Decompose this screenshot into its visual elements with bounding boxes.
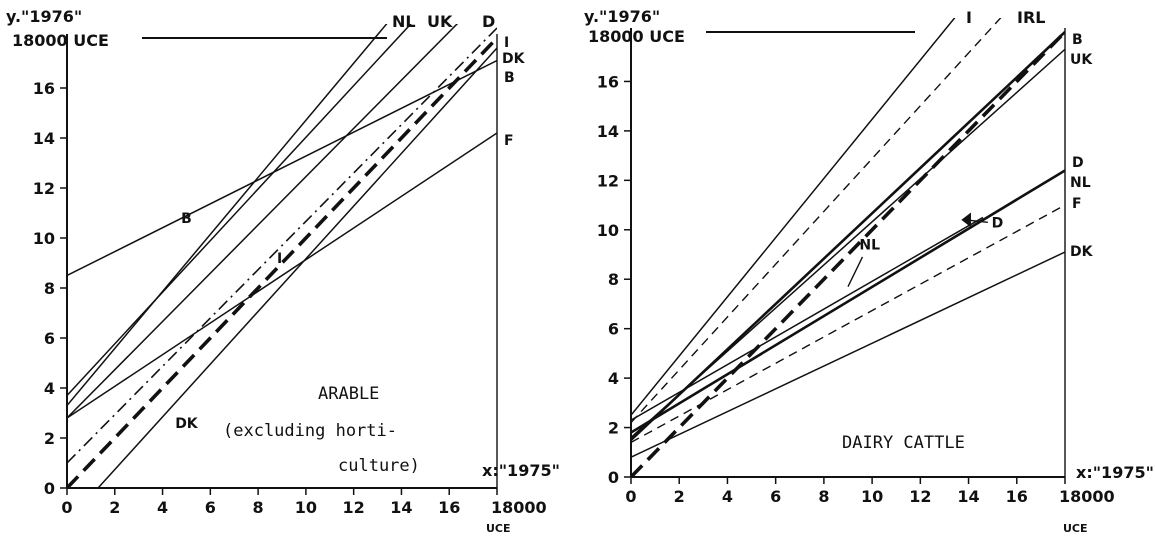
arable-series-line-dk <box>97 47 497 488</box>
dairy-x-axis-title: x:"1975" <box>1076 463 1154 482</box>
dairy-y-tick-label: 12 <box>597 171 619 190</box>
arable-x-tick-label: 2 <box>109 498 120 517</box>
dairy-x-tick-label: 14 <box>957 487 979 506</box>
arable-series-line-d <box>67 24 459 419</box>
arable-inline-label-b: B <box>181 211 192 227</box>
dairy-series-line-f <box>631 204 1065 444</box>
dairy-y-tick-label: 2 <box>608 419 619 438</box>
dairy-series-line-dk <box>631 251 1065 458</box>
dairy-right-label-nl: NL <box>1070 175 1091 191</box>
arable-series-line-f <box>67 132 497 419</box>
dairy-x-tick-label: 10 <box>861 487 883 506</box>
arable-x-tick-label: 6 <box>205 498 216 517</box>
arable-right-label-b: B <box>504 70 515 86</box>
dairy-y-tick-label: 14 <box>597 122 619 141</box>
dairy-top-label-i: I <box>966 8 972 27</box>
arable-inline-label-dk: DK <box>175 416 199 432</box>
arable-y-tick-label: 2 <box>44 429 55 448</box>
dairy-top-label-irl: IRL <box>1017 8 1045 27</box>
arable-y-axis-title: y."1976" <box>6 7 82 26</box>
arable-x-tick-label: 18000 <box>491 498 547 517</box>
arable-y-tick-label: 0 <box>44 479 55 498</box>
arable-series-line-nl <box>67 24 388 406</box>
dairy-series-line-irl <box>631 18 1002 424</box>
dairy-x-tick-label: 18000 <box>1059 487 1115 506</box>
arable-y-tick-label: 8 <box>44 279 55 298</box>
dairy-inline-label-nl: NL <box>859 238 880 254</box>
dairy-right-label-dk: DK <box>1070 244 1094 260</box>
dairy-nl-leader <box>847 256 864 287</box>
arable-y-tick-label: 6 <box>44 329 55 348</box>
arable-y-tick-label: 14 <box>33 129 55 148</box>
arable-x-tick-label: 4 <box>157 498 168 517</box>
arable-series-line-uk <box>67 24 412 397</box>
arable-top-label-nl: NL <box>392 12 416 31</box>
arable-y-top-label: 18000 UCE <box>12 31 109 50</box>
arable-series-line-reference <box>67 36 497 488</box>
arable-x-tick-label: 8 <box>253 498 264 517</box>
dairy-series-line-uk <box>631 48 1065 439</box>
dairy-x-tick-label: 2 <box>674 487 685 506</box>
arable-caption-line-1: ARABLE <box>318 384 379 404</box>
dairy-x-tick-label: 8 <box>818 487 829 506</box>
dairy-x-unit: UCE <box>1063 522 1088 535</box>
dairy-d-leader-arrow <box>961 212 971 228</box>
dairy-x-tick-label: 12 <box>909 487 931 506</box>
arable-y-tick-label: 12 <box>33 179 55 198</box>
arable-top-label-d: D <box>482 12 495 31</box>
dairy-caption: DAIRY CATTLE <box>842 433 965 453</box>
dairy-x-tick-label: 4 <box>722 487 733 506</box>
dairy-right-label-f: F <box>1072 196 1082 212</box>
arable-x-axis-title: x:"1975" <box>482 461 560 480</box>
arable-x-tick-label: 16 <box>438 498 460 517</box>
dairy-y-tick-label: 10 <box>597 221 619 240</box>
dairy-y-tick-label: 6 <box>608 320 619 339</box>
dairy-right-label-uk: UK <box>1070 52 1093 68</box>
dairy-cattle-chart: 0 2 4 6 8 10 12 14 16 18000 0 2 4 6 8 10 12 14 16 NL D y."19… <box>584 7 1154 535</box>
dairy-y-tick-label: 16 <box>597 72 619 91</box>
dairy-series-line-reference <box>631 30 1065 477</box>
arable-inline-label-i: I <box>277 251 282 267</box>
dairy-inline-label-d: D <box>992 215 1004 231</box>
dairy-y-tick-label: 4 <box>608 369 619 388</box>
arable-right-label-dk: DK <box>502 51 526 67</box>
arable-x-tick-label: 12 <box>343 498 365 517</box>
dairy-x-tick-label: 0 <box>625 487 636 506</box>
dairy-series-line-nl <box>631 216 984 421</box>
arable-x-unit: UCE <box>486 522 511 535</box>
dairy-y-axis-title: y."1976" <box>584 7 660 26</box>
arable-x-tick-label: 14 <box>390 498 412 517</box>
arable-right-label-i: I <box>504 35 509 51</box>
arable-series-line-i <box>67 27 497 464</box>
arable-x-tick-label: 10 <box>295 498 317 517</box>
arable-top-label-uk: UK <box>427 12 453 31</box>
dairy-series-line-i <box>631 18 956 416</box>
arable-right-label-f: F <box>504 133 514 149</box>
arable-y-tick-label: 16 <box>33 79 55 98</box>
arable-series-line-b <box>67 59 497 277</box>
dairy-right-label-d: D <box>1072 155 1084 171</box>
arable-x-tick-label: 0 <box>61 498 72 517</box>
dairy-plot-lines: 0 2 4 6 8 10 12 14 16 18000 0 2 4 6 8 10 12 14 16 NL D <box>597 18 1115 506</box>
dairy-right-label-b: B <box>1072 32 1083 48</box>
arable-caption-line-2: (excluding horti- <box>223 421 397 441</box>
dairy-x-tick-label: 6 <box>770 487 781 506</box>
dairy-y-tick-label: 0 <box>608 468 619 487</box>
arable-y-tick-label: 10 <box>33 229 55 248</box>
arable-caption-line-3: culture) <box>338 456 420 476</box>
dairy-y-tick-label: 8 <box>608 270 619 289</box>
dairy-x-tick-label: 16 <box>1006 487 1028 506</box>
arable-y-tick-label: 4 <box>44 379 55 398</box>
dairy-series-line-d <box>631 169 1065 434</box>
dairy-y-top-label: 18000 UCE <box>588 27 685 46</box>
